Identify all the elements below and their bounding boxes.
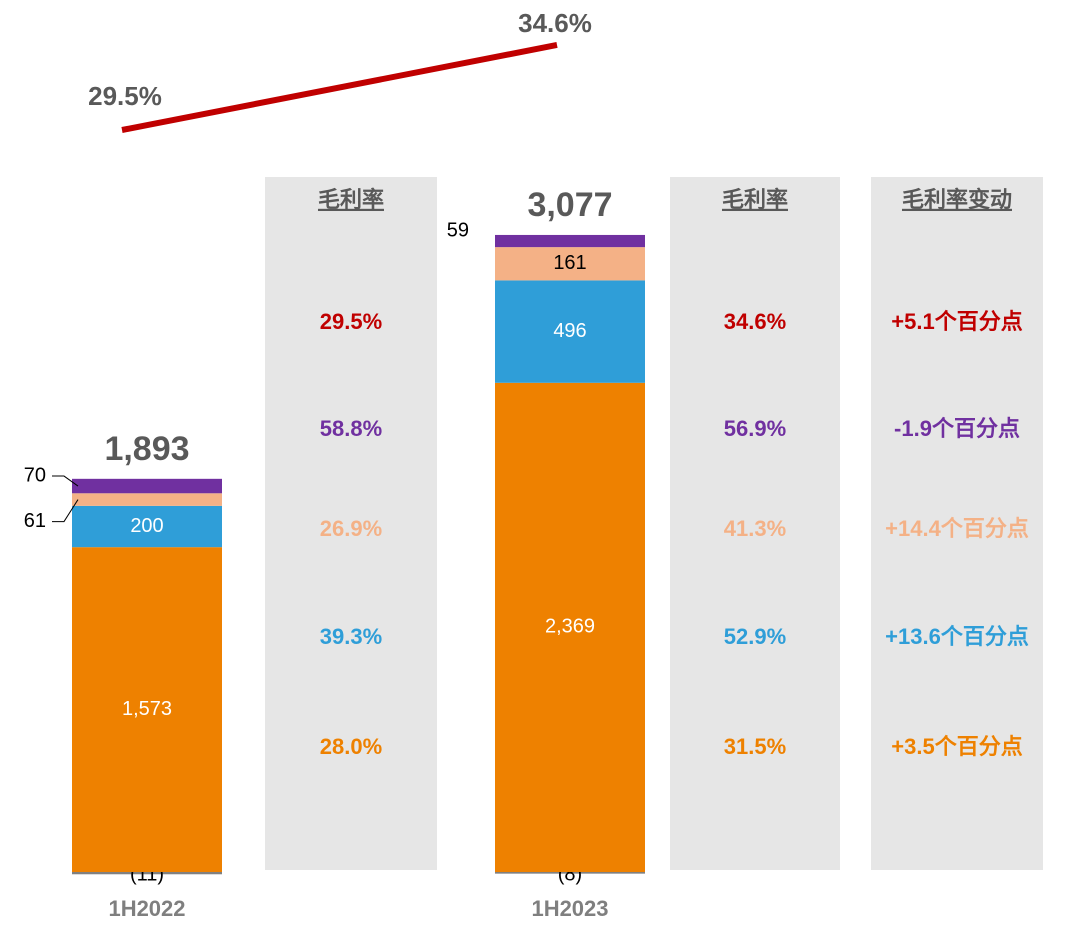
panel (670, 177, 840, 870)
panel (265, 177, 437, 870)
bar-segment (495, 280, 645, 383)
panel-value: +14.4个百分点 (885, 516, 1029, 541)
bar-segment (495, 872, 645, 874)
segment-label: 2,369 (545, 616, 595, 638)
panel-value: +5.1个百分点 (891, 309, 1022, 334)
leader-line (52, 499, 79, 523)
bar-segment (495, 247, 645, 281)
panel-header: 毛利率变动 (902, 187, 1012, 212)
x-tick-label: 1H2023 (531, 896, 608, 921)
panel-value: 31.5% (724, 734, 786, 759)
panel-value: 41.3% (724, 516, 786, 541)
segment-label: 200 (130, 515, 163, 537)
panel-value: +13.6个百分点 (885, 624, 1029, 649)
margin-line (121, 42, 558, 133)
panel-value: 39.3% (320, 624, 382, 649)
bar-segment (72, 493, 222, 506)
panel-value: 26.9% (320, 516, 382, 541)
segment-label: 1,573 (122, 698, 172, 720)
panel-value: 29.5% (320, 309, 382, 334)
bar-segment (495, 382, 645, 872)
bar-segment (72, 478, 222, 494)
bar-segment (495, 234, 645, 248)
total-label: 3,077 (527, 186, 612, 224)
panel-value: 58.8% (320, 416, 382, 441)
panel-value: 56.9% (724, 416, 786, 441)
line-label: 34.6% (518, 8, 592, 38)
panel-value: +3.5个百分点 (891, 734, 1022, 759)
line-label: 29.5% (88, 81, 162, 111)
segment-label: 59 (447, 219, 469, 241)
segment-label: 61 (24, 510, 46, 532)
segment-label: 70 (24, 464, 46, 486)
panel-header: 毛利率 (722, 187, 788, 212)
bar-segment (72, 872, 222, 875)
bar-segment (72, 547, 222, 872)
panel-value: 34.6% (724, 309, 786, 334)
leader-line (52, 475, 79, 487)
panel-value: 28.0% (320, 734, 382, 759)
total-label: 1,893 (104, 430, 189, 468)
bar-segment (72, 505, 222, 548)
panel-value: -1.9个百分点 (894, 416, 1020, 441)
panel-header: 毛利率 (318, 187, 384, 212)
segment-label: 161 (553, 252, 586, 274)
x-tick-label: 1H2022 (108, 896, 185, 921)
panel-value: 52.9% (724, 624, 786, 649)
panel (871, 177, 1043, 870)
segment-label: 496 (553, 320, 586, 342)
